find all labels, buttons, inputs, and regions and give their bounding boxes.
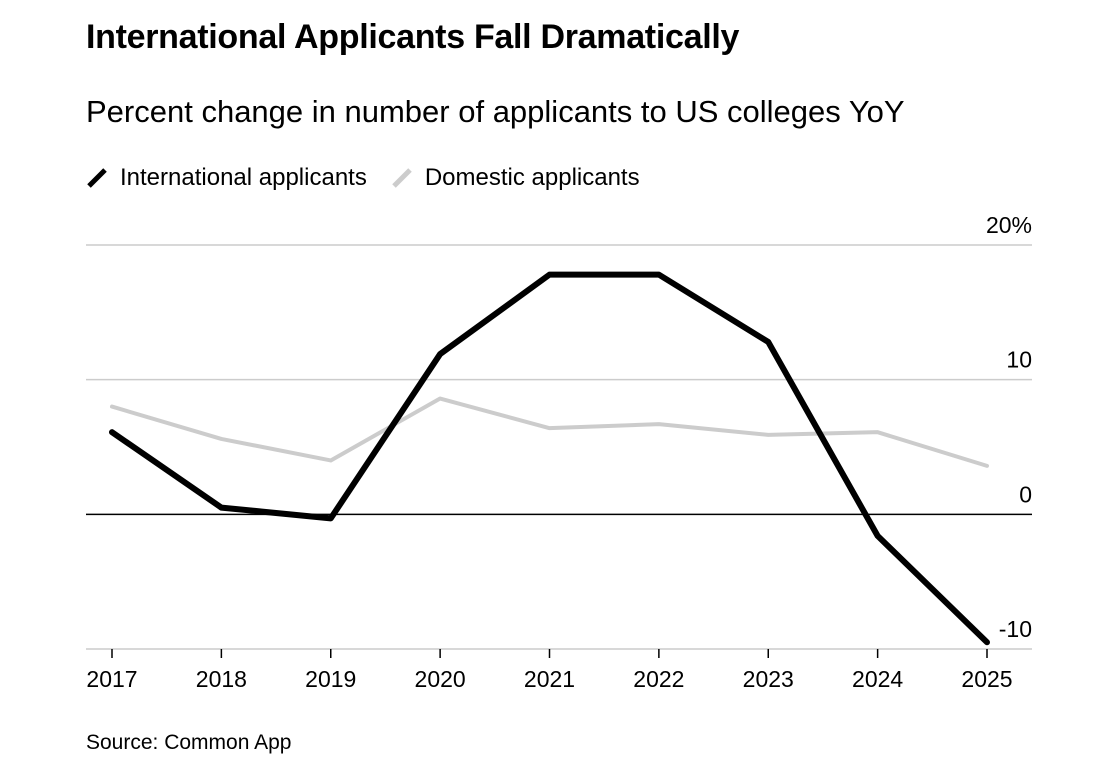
legend-swatch-international — [87, 168, 107, 188]
legend-swatch-domestic — [392, 168, 412, 188]
chart-subtitle: Percent change in number of applicants t… — [86, 94, 905, 129]
x-tick-label: 2024 — [852, 666, 903, 692]
chart-title: International Applicants Fall Dramatical… — [86, 18, 740, 56]
legend-item-international: International applicants — [86, 164, 367, 192]
legend-item-domestic: Domestic applicants — [391, 164, 640, 192]
x-tick-label: 2018 — [196, 666, 247, 692]
series-line-international — [109, 271, 990, 646]
y-tick-label: 20% — [986, 212, 1032, 238]
x-tick-label: 2025 — [961, 666, 1012, 692]
x-tick-label: 2019 — [305, 666, 356, 692]
x-tick-label: 2022 — [633, 666, 684, 692]
x-tick-label: 2023 — [743, 666, 794, 692]
x-tick-label: 2021 — [524, 666, 575, 692]
x-tick-label: 2017 — [86, 666, 137, 692]
y-tick-label: 10 — [1006, 347, 1032, 373]
series-line-domestic — [110, 396, 989, 468]
legend-label-international: International applicants — [120, 164, 367, 191]
chart-legend: International applicants Domestic applic… — [86, 164, 664, 192]
y-tick-label: -10 — [999, 616, 1032, 642]
source-note: Source: Common App — [86, 731, 292, 754]
y-tick-label: 0 — [1019, 481, 1032, 507]
x-tick-label: 2020 — [415, 666, 466, 692]
legend-label-domestic: Domestic applicants — [424, 164, 640, 191]
